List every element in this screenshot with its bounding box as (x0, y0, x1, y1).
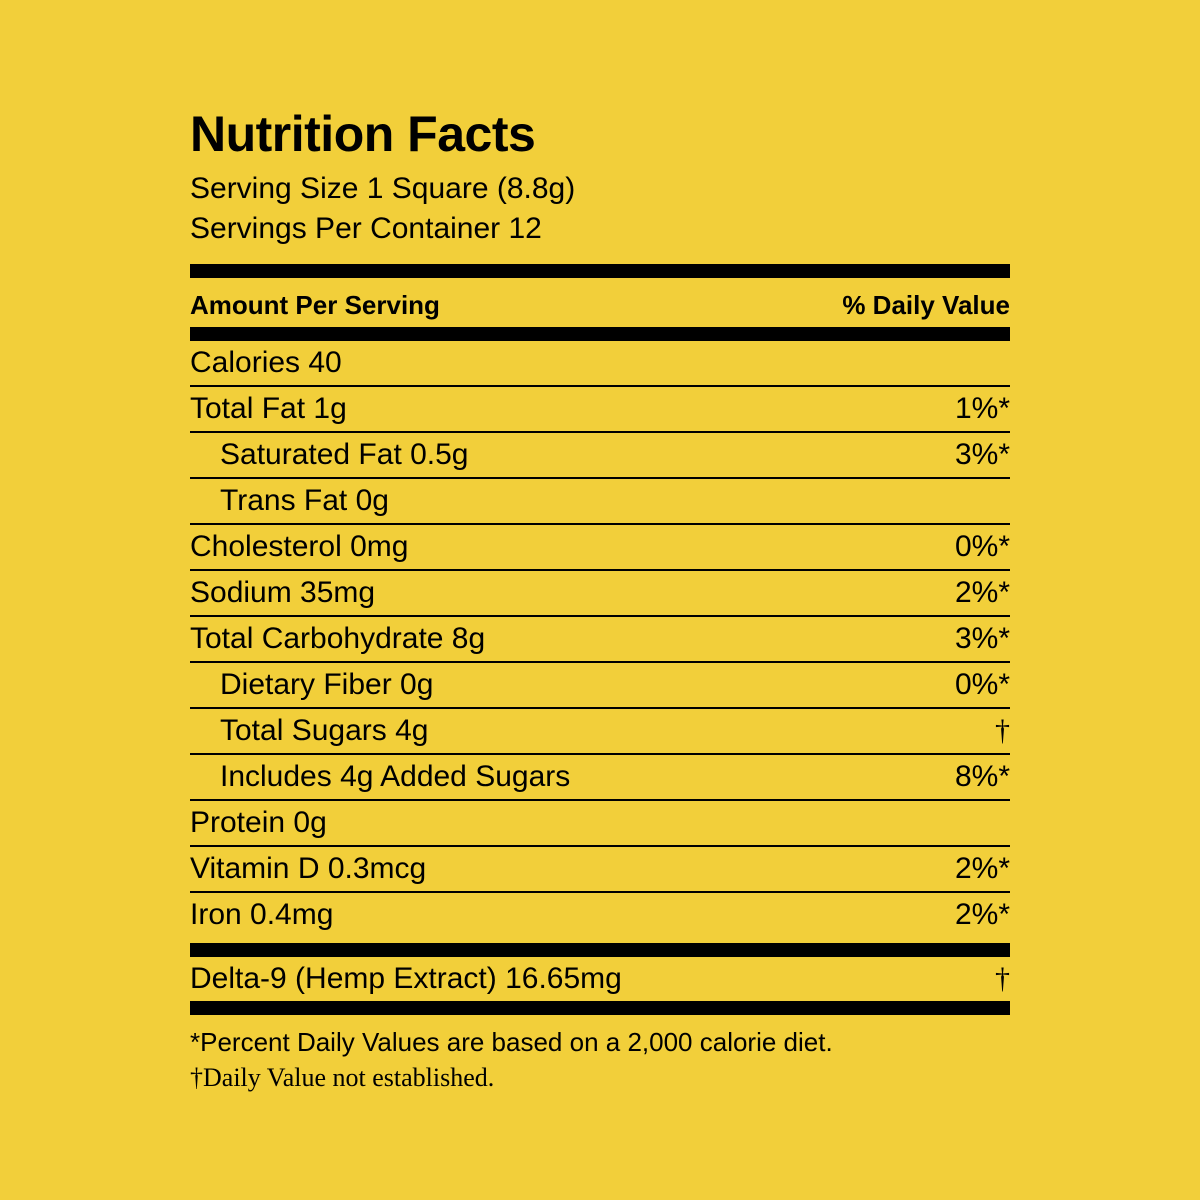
row-value: 2%* (955, 898, 1010, 932)
row-value: 2%* (955, 852, 1010, 886)
serving-size: Serving Size 1 Square (8.8g) (190, 169, 1010, 210)
row-value: 3%* (955, 622, 1010, 656)
table-row: Calories 40 (190, 341, 1010, 387)
table-row: Total Fat 1g 1%* (190, 387, 1010, 433)
header-right: % Daily Value (842, 290, 1010, 321)
table-row: Trans Fat 0g (190, 479, 1010, 525)
table-row: Includes 4g Added Sugars 8%* (190, 755, 1010, 801)
serving-info: Serving Size 1 Square (8.8g) Servings Pe… (190, 169, 1010, 250)
row-label: Protein 0g (190, 806, 327, 840)
rule-thick (190, 943, 1010, 957)
row-label: Cholesterol 0mg (190, 530, 408, 564)
nutrition-facts-panel: Nutrition Facts Serving Size 1 Square (8… (190, 105, 1010, 1095)
header-left: Amount Per Serving (190, 290, 440, 321)
row-label: Calories 40 (190, 346, 342, 380)
servings-per-container: Servings Per Container 12 (190, 209, 1010, 250)
extract-value: † (995, 962, 1010, 996)
nutrition-rows: Calories 40 Total Fat 1g 1%* Saturated Fat … (190, 341, 1010, 937)
row-value: 8%* (955, 760, 1010, 794)
table-row: Vitamin D 0.3mcg 2%* (190, 847, 1010, 893)
table-row: Dietary Fiber 0g 0%* (190, 663, 1010, 709)
footnotes: *Percent Daily Values are based on a 2,0… (190, 1025, 1010, 1095)
row-label: Total Fat 1g (190, 392, 347, 426)
row-value: 2%* (955, 576, 1010, 610)
rule-thick (190, 327, 1010, 341)
table-row: Cholesterol 0mg 0%* (190, 525, 1010, 571)
table-header: Amount Per Serving % Daily Value (190, 284, 1010, 327)
table-row: Sodium 35mg 2%* (190, 571, 1010, 617)
row-label: Trans Fat 0g (190, 484, 389, 518)
row-value: 0%* (955, 668, 1010, 702)
row-value: 3%* (955, 438, 1010, 472)
extract-label: Delta-9 (Hemp Extract) 16.65mg (190, 962, 622, 996)
rule-thick (190, 264, 1010, 278)
row-label: Total Sugars 4g (190, 714, 428, 748)
title: Nutrition Facts (190, 105, 1010, 163)
row-label: Dietary Fiber 0g (190, 668, 433, 702)
row-label: Saturated Fat 0.5g (190, 438, 469, 472)
row-label: Sodium 35mg (190, 576, 375, 610)
table-row: Saturated Fat 0.5g 3%* (190, 433, 1010, 479)
table-row: Iron 0.4mg 2%* (190, 893, 1010, 937)
row-label: Vitamin D 0.3mcg (190, 852, 426, 886)
row-value: 1%* (955, 392, 1010, 426)
extract-row: Delta-9 (Hemp Extract) 16.65mg † (190, 957, 1010, 1001)
footnote-1: *Percent Daily Values are based on a 2,0… (190, 1025, 1010, 1060)
row-label: Iron 0.4mg (190, 898, 333, 932)
table-row: Protein 0g (190, 801, 1010, 847)
table-row: Total Sugars 4g † (190, 709, 1010, 755)
rule-thick (190, 1001, 1010, 1015)
row-value: † (995, 714, 1010, 748)
row-label: Includes 4g Added Sugars (190, 760, 570, 794)
footnote-2: †Daily Value not established. (190, 1060, 1010, 1095)
table-row: Total Carbohydrate 8g 3%* (190, 617, 1010, 663)
row-label: Total Carbohydrate 8g (190, 622, 485, 656)
row-value: 0%* (955, 530, 1010, 564)
